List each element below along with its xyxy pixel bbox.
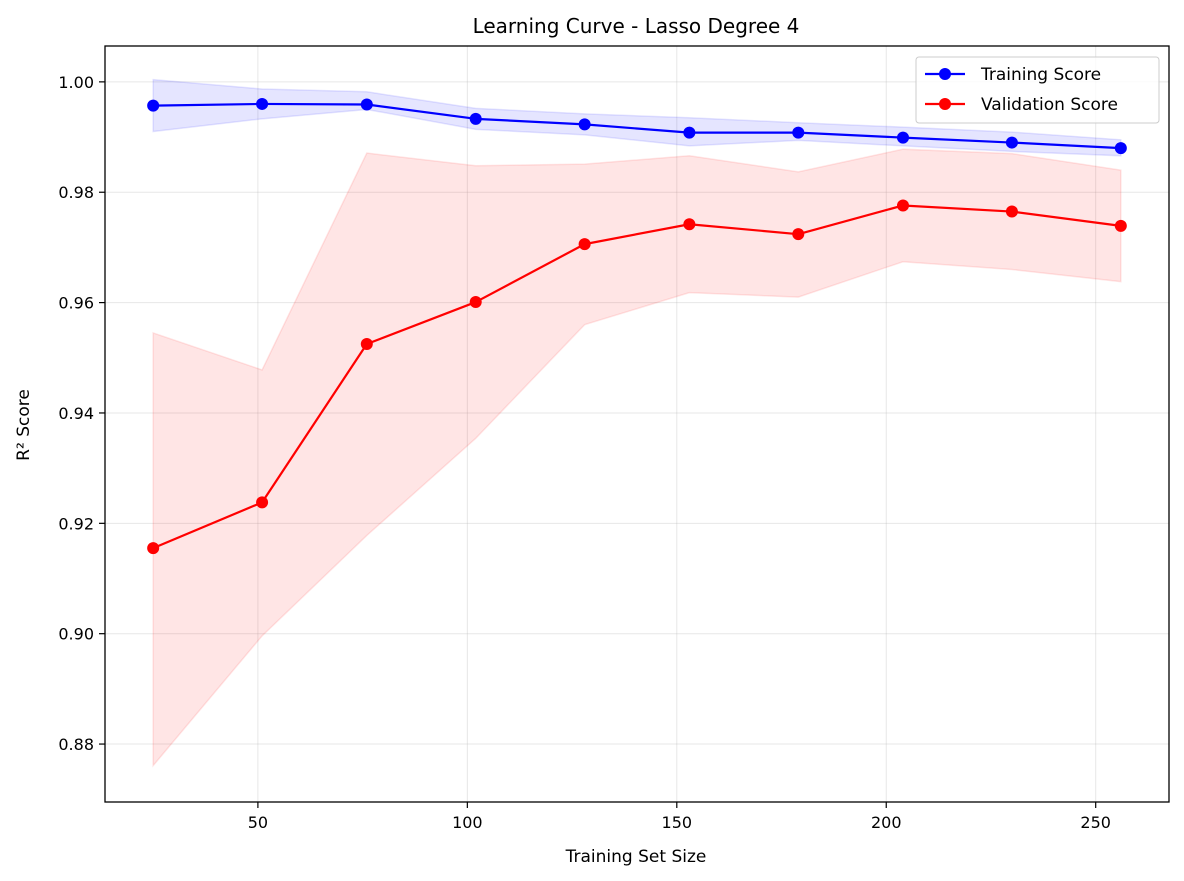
validation-score-point <box>578 238 591 251</box>
x-tick-label: 50 <box>248 813 268 832</box>
x-tick-label: 200 <box>871 813 902 832</box>
validation-score-line <box>152 204 1121 550</box>
x-axis-label: Training Set Size <box>565 847 707 867</box>
axis-ticks: 50 100 150 200 250 0.88 0.90 0.92 0.94 0.96 0.98 1.… <box>58 73 1111 832</box>
validation-score-point <box>1114 219 1127 232</box>
validation-score-point <box>792 228 805 241</box>
grid <box>105 46 1169 802</box>
training-score-point <box>1114 142 1127 155</box>
training-score-point <box>578 118 591 131</box>
validation-score-point <box>256 496 269 509</box>
legend-marker-validation <box>939 98 951 110</box>
legend-marker-training <box>939 68 951 80</box>
training-score-line <box>153 102 1121 150</box>
legend: Training Score Validation Score <box>915 56 1160 124</box>
training-score-point <box>792 126 805 139</box>
training-score-point <box>147 99 160 112</box>
validation-score-point <box>897 199 909 212</box>
chart-title: Learning Curve - Lasso Degree 4 <box>473 14 800 38</box>
training-score-point <box>256 97 269 110</box>
training-score-point <box>683 126 696 139</box>
y-tick-label: 0.88 <box>58 735 94 754</box>
x-tick-label: 250 <box>1080 813 1111 832</box>
plot-frame <box>104 45 1170 803</box>
y-tick-label: 0.98 <box>58 183 94 202</box>
x-tick-label: 100 <box>452 813 483 832</box>
training-score-point <box>897 131 909 144</box>
series-lines <box>152 102 1121 550</box>
legend-box <box>915 56 1160 124</box>
training-score-point <box>469 112 482 125</box>
validation-score-point <box>360 337 373 350</box>
y-tick-label: 0.94 <box>58 404 94 423</box>
validation-score-point <box>683 218 696 231</box>
y-tick-label: 0.92 <box>58 514 94 533</box>
validation-score-band <box>152 148 1122 768</box>
x-tick-label: 150 <box>662 813 693 832</box>
training-score-point <box>360 98 373 111</box>
validation-score-point <box>147 542 160 555</box>
training-score-point <box>1005 136 1018 149</box>
validation-score-point <box>1005 205 1018 218</box>
legend-label-training: Training Score <box>980 65 1101 85</box>
y-tick-label: 0.96 <box>58 294 94 313</box>
y-tick-label: 0.90 <box>58 625 94 644</box>
y-tick-label: 1.00 <box>58 73 94 92</box>
validation-score-point <box>469 296 482 309</box>
series-points <box>147 97 1127 555</box>
y-axis-label: R² Score <box>14 389 34 461</box>
legend-label-validation: Validation Score <box>981 95 1118 115</box>
